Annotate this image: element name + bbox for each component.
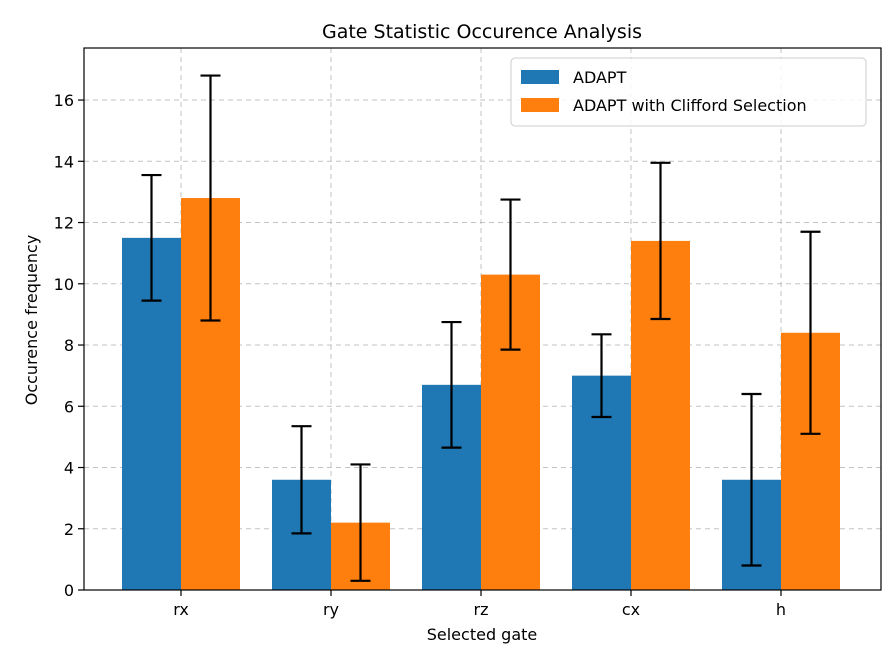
x-tick-label: rx: [173, 600, 189, 619]
y-tick-label: 14: [54, 152, 74, 171]
chart-title: Gate Statistic Occurence Analysis: [322, 21, 642, 43]
legend-swatch: [521, 98, 559, 112]
legend: ADAPT ADAPT with Clifford Selection: [510, 57, 867, 127]
legend-box: [510, 57, 867, 127]
legend-swatch: [521, 70, 559, 84]
x-tick-label: ry: [323, 600, 339, 619]
axes-frame: [83, 47, 882, 591]
legend-label: ADAPT: [573, 68, 627, 87]
x-tick-label: cx: [622, 600, 640, 619]
y-tick-label: 2: [64, 520, 74, 539]
y-tick-label: 8: [64, 336, 74, 355]
x-tick-label: rz: [474, 600, 489, 619]
y-axis-label: Occurence frequency: [22, 235, 41, 406]
y-tick-label: 6: [64, 397, 74, 416]
plot-area: 0 2 4 6 8 10 12 14 16 rx ry rz cx h: [54, 47, 882, 619]
y-tick-label: 10: [54, 275, 74, 294]
x-axis-label: Selected gate: [427, 625, 538, 644]
legend-label: ADAPT with Clifford Selection: [573, 96, 807, 115]
y-tick-label: 4: [64, 459, 74, 478]
x-tick-label: h: [776, 600, 786, 619]
y-tick-label: 16: [54, 91, 74, 110]
y-tick-label: 12: [54, 214, 74, 233]
y-tick-label: 0: [64, 581, 74, 600]
